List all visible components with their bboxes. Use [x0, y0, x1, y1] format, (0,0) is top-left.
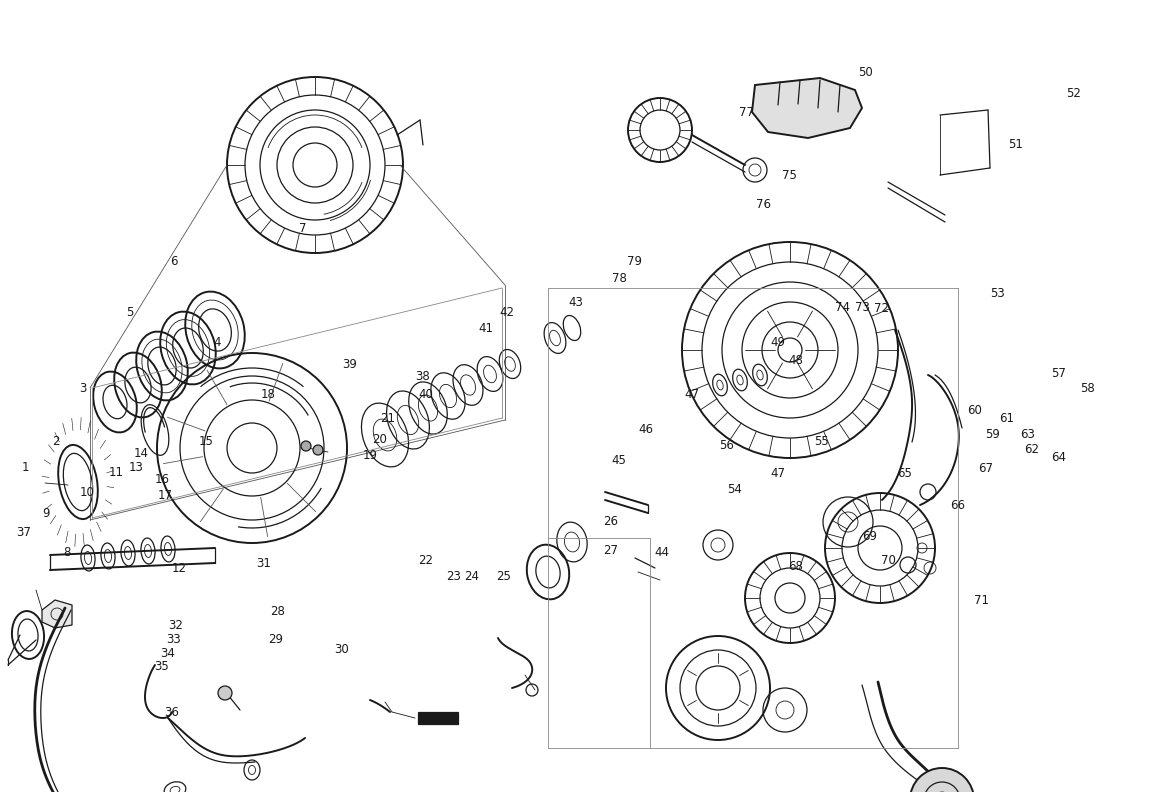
Text: 43: 43: [569, 296, 583, 309]
Text: 7: 7: [300, 222, 307, 234]
Text: 1: 1: [22, 461, 29, 474]
Text: 33: 33: [167, 634, 180, 646]
Text: 16: 16: [155, 473, 169, 485]
Circle shape: [218, 686, 233, 700]
Text: 23: 23: [447, 570, 460, 583]
Text: 74: 74: [835, 301, 849, 314]
Text: 59: 59: [986, 428, 1000, 440]
Text: 38: 38: [415, 371, 429, 383]
Text: 45: 45: [612, 455, 626, 467]
Text: 49: 49: [771, 336, 784, 348]
Text: 79: 79: [627, 255, 641, 268]
Text: 71: 71: [974, 594, 988, 607]
Text: 64: 64: [1052, 451, 1066, 464]
Text: 6: 6: [170, 255, 177, 268]
Text: 14: 14: [134, 447, 148, 459]
Text: 42: 42: [500, 307, 514, 319]
Text: 32: 32: [169, 619, 183, 632]
Text: 52: 52: [1067, 87, 1081, 100]
Text: 15: 15: [199, 436, 213, 448]
Text: 69: 69: [863, 531, 877, 543]
Polygon shape: [42, 600, 72, 628]
Text: 2: 2: [52, 436, 59, 448]
Text: 72: 72: [875, 303, 889, 315]
Text: 10: 10: [80, 486, 94, 499]
Text: 18: 18: [261, 388, 275, 401]
Text: 55: 55: [815, 436, 828, 448]
Text: 70: 70: [882, 554, 896, 567]
Circle shape: [911, 768, 974, 792]
Text: 39: 39: [342, 358, 356, 371]
Text: 66: 66: [951, 499, 965, 512]
Circle shape: [301, 441, 311, 451]
Text: 75: 75: [782, 169, 796, 182]
Text: 31: 31: [257, 558, 271, 570]
Text: 58: 58: [1081, 382, 1095, 394]
Text: 11: 11: [109, 466, 123, 478]
Text: 76: 76: [757, 198, 771, 211]
Text: 21: 21: [381, 412, 395, 425]
Text: 28: 28: [271, 605, 285, 618]
Text: 12: 12: [172, 562, 186, 575]
Text: 65: 65: [898, 467, 912, 480]
Text: 25: 25: [496, 570, 510, 583]
Text: 54: 54: [728, 483, 742, 496]
Text: 44: 44: [655, 546, 669, 559]
Text: 8: 8: [64, 546, 71, 559]
Text: 9: 9: [43, 507, 50, 520]
Text: 40: 40: [419, 388, 433, 401]
Text: 50: 50: [858, 67, 872, 79]
Text: 51: 51: [1009, 138, 1023, 150]
Text: 36: 36: [164, 706, 178, 719]
Text: 35: 35: [155, 661, 169, 673]
Text: 53: 53: [990, 287, 1004, 299]
Text: 37: 37: [16, 526, 30, 539]
Text: 62: 62: [1025, 444, 1039, 456]
Text: 77: 77: [739, 106, 753, 119]
Text: 56: 56: [720, 439, 734, 451]
Text: 57: 57: [1052, 367, 1066, 380]
Text: 26: 26: [604, 515, 618, 527]
Text: 4: 4: [214, 336, 221, 348]
Polygon shape: [752, 78, 862, 138]
Text: 73: 73: [855, 301, 869, 314]
Text: 22: 22: [419, 554, 433, 567]
Text: 41: 41: [479, 322, 493, 335]
Bar: [418, 712, 458, 724]
Text: 19: 19: [363, 449, 377, 462]
Text: 67: 67: [979, 463, 993, 475]
Text: 30: 30: [334, 643, 348, 656]
Text: 48: 48: [789, 354, 803, 367]
Text: 3: 3: [80, 382, 87, 394]
Text: 68: 68: [789, 560, 803, 573]
Text: 78: 78: [612, 272, 626, 285]
Text: 27: 27: [604, 544, 618, 557]
Text: 20: 20: [373, 433, 386, 446]
Text: 34: 34: [161, 647, 175, 660]
Text: 13: 13: [130, 461, 143, 474]
Text: 24: 24: [465, 570, 479, 583]
Text: 60: 60: [967, 404, 981, 417]
Text: 17: 17: [159, 489, 172, 501]
Text: 61: 61: [1000, 412, 1014, 425]
Text: 47: 47: [685, 388, 699, 401]
Circle shape: [314, 445, 323, 455]
Text: 63: 63: [1020, 428, 1034, 440]
Text: 29: 29: [268, 634, 282, 646]
Text: 46: 46: [639, 423, 653, 436]
Text: 47: 47: [771, 467, 784, 480]
Text: 5: 5: [126, 307, 133, 319]
